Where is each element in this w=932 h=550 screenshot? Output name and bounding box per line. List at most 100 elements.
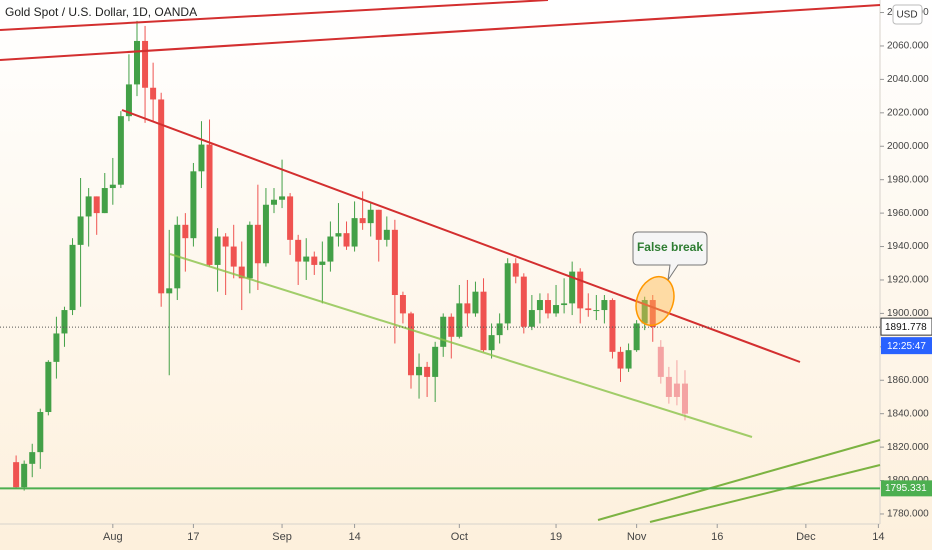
candle-body — [641, 300, 648, 324]
y-tick-label: 1840.000 — [887, 408, 929, 419]
y-tick-label: 1900.000 — [887, 308, 929, 319]
candle-body — [222, 236, 229, 247]
candle-body — [166, 288, 173, 294]
trend-line — [0, 4, 881, 61]
trend-line — [0, 0, 549, 31]
candle-body — [230, 246, 237, 267]
candle-body — [142, 40, 149, 88]
candle-body — [617, 351, 624, 369]
candle-body — [295, 239, 302, 262]
candle-body — [270, 199, 277, 205]
candle-body — [665, 376, 672, 397]
candle-body — [520, 276, 527, 327]
candle-body — [238, 266, 245, 279]
candle-body — [553, 305, 560, 314]
y-tick-label: 2020.000 — [887, 107, 929, 118]
candle-body — [150, 87, 157, 100]
candle-body — [262, 204, 269, 264]
chart-title: Gold Spot / U.S. Dollar, 1D, OANDA — [5, 5, 197, 19]
candle-body — [601, 300, 608, 311]
candle-body — [335, 233, 342, 237]
candle-body — [13, 462, 20, 488]
axis-labels: Aug17Sep14Oct19Nov16Dec141780.0001800.00… — [0, 4, 932, 543]
candle-body — [69, 244, 76, 311]
candle-body — [448, 316, 455, 337]
y-tick-label: 1980.000 — [887, 174, 929, 185]
candle-body — [424, 366, 431, 377]
candle-body — [625, 350, 632, 369]
x-tick-label: Oct — [451, 531, 468, 543]
candle-body — [496, 323, 503, 336]
plot — [13, 20, 688, 491]
candle-body — [657, 346, 664, 377]
x-tick-label: 19 — [550, 531, 562, 543]
callout — [632, 231, 708, 281]
candle-body — [206, 144, 213, 265]
current-price-label: 1891.778 — [885, 322, 927, 333]
candle-body — [198, 144, 205, 172]
y-tick-label: 2060.000 — [887, 41, 929, 52]
candle-body — [319, 261, 326, 265]
candle-body — [375, 209, 382, 240]
candle-body — [464, 303, 471, 314]
candle-body — [383, 229, 390, 240]
candle-body — [407, 313, 414, 376]
candle-body — [190, 171, 197, 239]
candle-body — [182, 224, 189, 239]
candle-body — [37, 412, 44, 453]
candle-body — [214, 236, 221, 265]
candle-body — [125, 84, 132, 117]
candle-body — [472, 291, 479, 314]
currency-button — [892, 4, 923, 25]
candle-body — [85, 196, 92, 217]
x-tick-label: 14 — [348, 531, 360, 543]
trend-line — [169, 253, 753, 438]
y-tick-label: 1780.000 — [887, 509, 929, 520]
candle-body — [440, 316, 447, 347]
candle-body — [528, 310, 535, 327]
candle-body — [432, 346, 439, 377]
currency: USD — [896, 10, 917, 21]
annotation: False break — [637, 240, 703, 254]
candle-body — [391, 229, 398, 296]
candle-body — [101, 188, 108, 214]
highlight-ellipse — [635, 275, 675, 327]
candle-body — [351, 218, 358, 247]
candle-body — [577, 271, 584, 309]
x-tick-label: Aug — [103, 531, 123, 543]
candle-body — [633, 323, 640, 351]
candle-body — [117, 116, 124, 185]
candle-body — [61, 310, 68, 334]
candle-body — [109, 184, 116, 189]
y-tick-label: 1820.000 — [887, 442, 929, 453]
candle-body — [544, 300, 551, 314]
candle-body — [456, 303, 463, 337]
candle-body — [593, 310, 600, 312]
candle-body — [303, 256, 310, 262]
candle-body — [311, 256, 318, 265]
x-tick-label: Sep — [272, 531, 292, 543]
candle-body — [681, 383, 688, 414]
candle-body — [367, 209, 374, 224]
support-price-label: 1795.331 — [885, 483, 927, 494]
y-tick-label: 2000.000 — [887, 141, 929, 152]
candle-body — [158, 99, 165, 294]
candle-body — [359, 218, 366, 224]
candle-body — [609, 300, 616, 352]
x-tick-label: Nov — [627, 531, 647, 543]
candle-body — [343, 233, 350, 247]
countdown-tag — [881, 337, 932, 355]
x-tick-label: 14 — [872, 531, 884, 543]
candle-body — [569, 271, 576, 304]
y-tick-label: 1960.000 — [887, 208, 929, 219]
candle-body — [504, 263, 511, 324]
y-tick-label: 1940.000 — [887, 241, 929, 252]
candle-body — [673, 383, 680, 397]
trend-line — [597, 439, 881, 521]
candle-body — [45, 361, 52, 413]
candle-body — [585, 308, 592, 311]
candle-body — [287, 196, 294, 240]
price-tag — [881, 480, 932, 497]
candle-body — [254, 224, 261, 264]
